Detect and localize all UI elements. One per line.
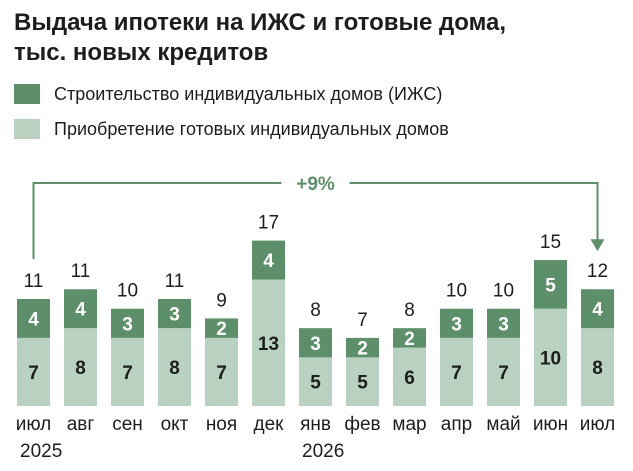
bar-izhs	[487, 308, 520, 338]
value-label-izhs: 5	[545, 275, 556, 296]
value-label-ready-homes: 7	[216, 363, 227, 384]
value-label-izhs: 2	[404, 329, 415, 350]
total-label: 9	[216, 290, 227, 311]
value-label-ready-homes: 6	[404, 368, 415, 389]
annotation-connector	[32, 182, 599, 259]
bar-izhs	[64, 289, 97, 329]
bar-ready-homes	[299, 357, 332, 406]
value-label-izhs: 3	[310, 334, 321, 355]
value-label-ready-homes: 10	[540, 348, 561, 369]
x-tick-label: авг	[67, 414, 95, 435]
bar-ready-homes	[64, 328, 97, 406]
total-label: 15	[540, 232, 561, 253]
bar-ready-homes	[581, 328, 614, 406]
bar-izhs	[393, 328, 426, 348]
value-label-ready-homes: 7	[28, 363, 39, 384]
value-label-ready-homes: 8	[592, 358, 603, 379]
bar-izhs	[440, 308, 473, 338]
value-label-ready-homes: 7	[451, 363, 462, 384]
value-label-izhs: 4	[75, 300, 86, 321]
x-tick-label: май	[486, 414, 520, 435]
legend-item-ready-homes: Приобретение готовых индивидуальных домо…	[14, 117, 449, 141]
legend: Строительство индивидуальных домов (ИЖС)…	[14, 82, 449, 141]
value-label-ready-homes: 7	[122, 363, 133, 384]
bar-izhs	[299, 328, 332, 358]
x-tick-label: мар	[392, 414, 426, 435]
value-label-izhs: 2	[216, 319, 227, 340]
bar-ready-homes	[252, 279, 285, 406]
chart-title: Выдача ипотеки на ИЖС и готовые дома, ты…	[14, 8, 614, 68]
legend-item-izhs: Строительство индивидуальных домов (ИЖС)	[14, 82, 449, 106]
chart-title-line-1: Выдача ипотеки на ИЖС и готовые дома,	[14, 9, 507, 36]
value-label-ready-homes: 8	[75, 358, 86, 379]
x-tick-label: июл	[580, 414, 616, 435]
total-label: 12	[587, 261, 608, 282]
bar-ready-homes	[205, 337, 238, 406]
value-label-ready-homes: 5	[357, 373, 368, 394]
x-tick-label: дек	[254, 414, 285, 435]
bar-izhs	[534, 260, 567, 309]
total-label: 10	[446, 281, 467, 302]
value-label-izhs: 3	[498, 314, 509, 335]
total-label: 10	[493, 281, 514, 302]
value-label-izhs: 3	[122, 314, 133, 335]
total-label: 7	[357, 310, 368, 331]
x-tick-label: сен	[112, 414, 143, 435]
total-label: 11	[71, 261, 91, 282]
bar-ready-homes	[158, 328, 191, 406]
x-tick-label: июл	[16, 414, 52, 435]
x-tick-label: окт	[161, 414, 189, 435]
value-label-izhs: 4	[592, 300, 603, 321]
legend-label-ready-homes: Приобретение готовых индивидуальных домо…	[54, 119, 449, 139]
x-tick-label: ноя	[206, 414, 237, 435]
total-label: 8	[310, 300, 321, 321]
value-label-izhs: 3	[169, 305, 180, 326]
chart-title-line-2: тыс. новых кредитов	[14, 39, 269, 66]
legend-swatch-ready-homes	[14, 119, 40, 139]
total-label: 8	[404, 300, 415, 321]
value-label-ready-homes: 5	[310, 373, 321, 394]
value-label-ready-homes: 7	[498, 363, 509, 384]
x-tick-label: июн	[533, 414, 568, 435]
bar-ready-homes	[346, 357, 379, 406]
legend-swatch-izhs	[14, 84, 40, 104]
bar-ready-homes	[17, 337, 50, 406]
value-label-izhs: 2	[357, 339, 368, 360]
total-label: 17	[258, 213, 279, 234]
bar-izhs	[158, 298, 191, 329]
annotation-label: +9%	[296, 174, 335, 195]
x-tick-label: янв	[300, 414, 331, 435]
value-label-izhs: 4	[263, 251, 274, 272]
value-label-izhs: 3	[451, 314, 462, 335]
bar-ready-homes	[440, 337, 473, 406]
bar-izhs	[252, 240, 285, 280]
bar-ready-homes	[534, 308, 567, 406]
total-label: 11	[24, 271, 44, 292]
legend-label-izhs: Строительство индивидуальных домов (ИЖС)	[54, 84, 443, 104]
annotation-arrowhead	[590, 239, 605, 252]
x-tick-label: апр	[441, 414, 472, 435]
bar-ready-homes	[393, 347, 426, 406]
value-label-ready-homes: 8	[169, 358, 180, 379]
bar-izhs	[111, 308, 144, 338]
bar-ready-homes	[487, 337, 520, 406]
x-tick-label: фев	[344, 414, 380, 435]
bar-izhs	[205, 318, 238, 338]
value-label-izhs: 4	[28, 309, 39, 330]
bar-izhs	[581, 289, 614, 329]
total-label: 11	[165, 271, 185, 292]
year-label: 2026	[302, 441, 344, 462]
year-label: 2025	[20, 441, 62, 462]
bar-ready-homes	[111, 337, 144, 406]
bar-izhs	[17, 298, 50, 338]
value-label-ready-homes: 13	[258, 334, 279, 355]
bar-izhs	[346, 337, 379, 358]
total-label: 10	[117, 281, 138, 302]
